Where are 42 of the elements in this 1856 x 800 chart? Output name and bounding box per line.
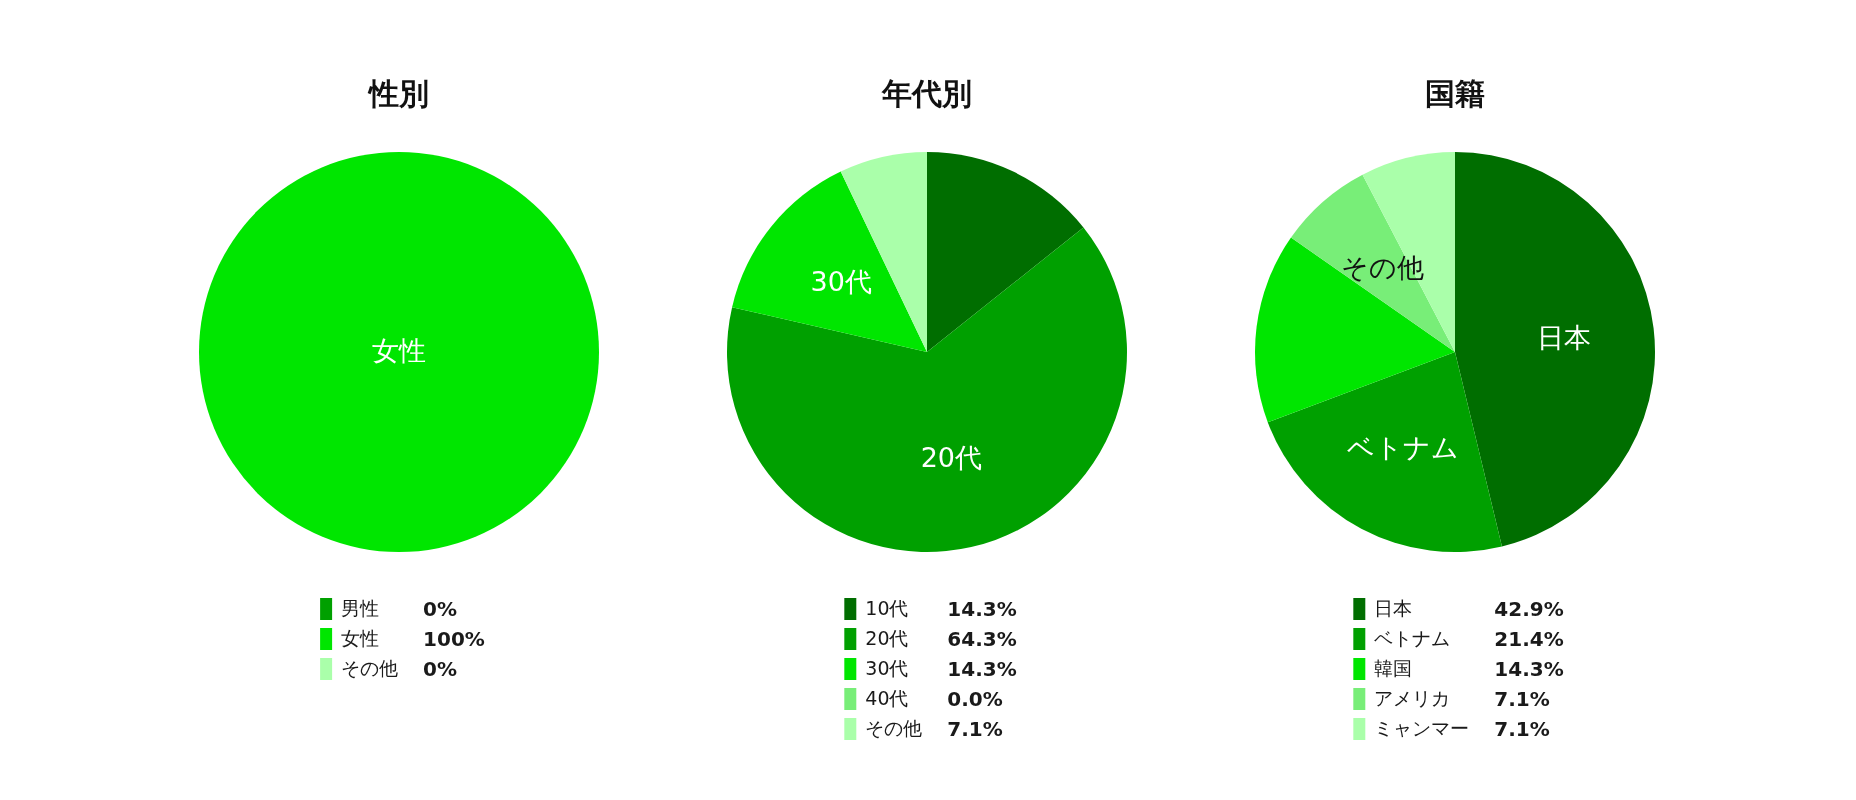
- data-label: 64.3%: [947, 627, 1017, 651]
- data-label: 14.3%: [947, 597, 1017, 621]
- chart-title: 国籍: [1425, 76, 1485, 111]
- pie-slice: [1255, 237, 1455, 423]
- pie-slice: [732, 171, 927, 352]
- legend-label: アメリカ: [1374, 687, 1451, 709]
- legend-label: その他: [865, 717, 923, 739]
- legend-label: ベトナム: [1374, 627, 1451, 649]
- data-label: 7.1%: [1494, 687, 1550, 711]
- legend-label: 30代: [865, 657, 909, 679]
- legend-label: 20代: [865, 627, 909, 649]
- data-label: 42.9%: [1494, 597, 1564, 621]
- text: 30代: [810, 266, 872, 298]
- pie-slice: [727, 227, 1127, 552]
- legend-label: 40代: [865, 687, 909, 709]
- text: 20代: [920, 442, 983, 474]
- data-label: 7.1%: [1494, 717, 1550, 741]
- pie-slice: [1455, 152, 1655, 547]
- chart-title: 年代別: [881, 76, 972, 111]
- text: 女性: [372, 335, 426, 366]
- text: 0%: [423, 597, 458, 621]
- pie-slice: [1291, 174, 1455, 352]
- legend-label: その他: [341, 657, 399, 679]
- pie-slice: [1267, 352, 1502, 552]
- text: ベトナム: [1347, 432, 1460, 464]
- data-label: 100%: [423, 627, 485, 651]
- chart-title: 性別: [367, 76, 429, 111]
- text: 0%: [423, 657, 458, 681]
- data-label: 14.3%: [1494, 657, 1564, 681]
- legend-label: 男性: [341, 597, 380, 619]
- text: その他: [1340, 252, 1424, 284]
- legend-label: 10代: [865, 597, 909, 619]
- pie-slice: [927, 152, 1084, 352]
- legend-label: ミャンマー: [1374, 717, 1470, 739]
- text: 0.0%: [947, 687, 1003, 711]
- legend-label: 日本: [1374, 597, 1413, 619]
- text: 日本: [1537, 322, 1592, 353]
- legend-label: 女性: [341, 627, 380, 649]
- legend-label: 韓国: [1374, 657, 1413, 679]
- data-label: 7.1%: [947, 717, 1003, 741]
- data-label: 14.3%: [947, 657, 1017, 681]
- data-label: 21.4%: [1494, 627, 1564, 651]
